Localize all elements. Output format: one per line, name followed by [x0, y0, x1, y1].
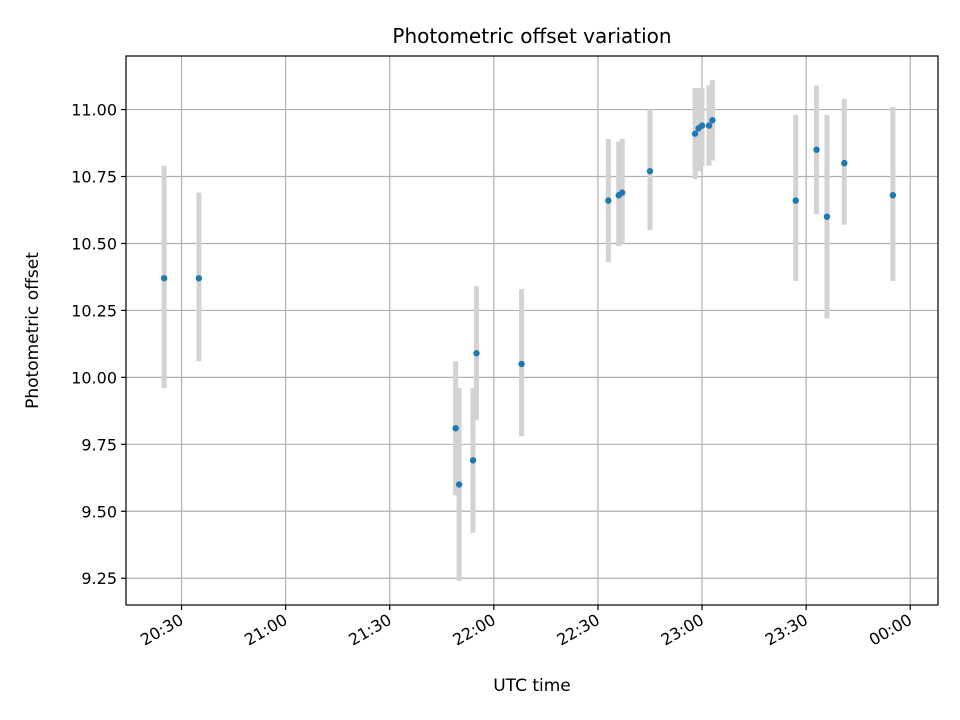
plot-frame [125, 55, 939, 606]
y-tick-label: 10.75 [71, 168, 117, 187]
data-point [841, 159, 848, 167]
data-point [195, 275, 203, 282]
data-point [469, 457, 477, 464]
grid [126, 56, 938, 605]
data-point [160, 275, 168, 282]
data-point [705, 122, 713, 129]
y-axis-title: Photometric offset [23, 252, 43, 409]
data-point [709, 117, 716, 124]
data-point [691, 130, 699, 137]
data-point [889, 192, 897, 199]
data-point [518, 360, 525, 368]
data-point [619, 189, 626, 196]
y-tick-label: 10.25 [71, 301, 117, 320]
data-points [160, 117, 897, 488]
data-point [452, 425, 459, 432]
y-tick-label: 9.75 [81, 435, 117, 454]
x-axis-title: UTC time [493, 676, 571, 696]
data-point [646, 167, 654, 175]
data-point [698, 122, 706, 129]
data-point [792, 197, 799, 204]
data-point [605, 197, 612, 204]
data-point [823, 213, 831, 220]
y-tick-label: 9.25 [81, 569, 117, 588]
data-point [813, 146, 820, 153]
chart-title: Photometric offset variation [392, 24, 671, 48]
data-point [455, 481, 463, 488]
y-tick-label: 10.00 [71, 368, 117, 387]
data-point [473, 350, 480, 357]
y-tick-label: 10.50 [71, 234, 117, 253]
y-axis: 9.25 9.50 9.75 10.00 10.25 10.50 10.75 11.00 [71, 101, 126, 588]
y-tick-label: 11.00 [71, 101, 117, 120]
y-tick-label: 9.50 [81, 502, 117, 521]
